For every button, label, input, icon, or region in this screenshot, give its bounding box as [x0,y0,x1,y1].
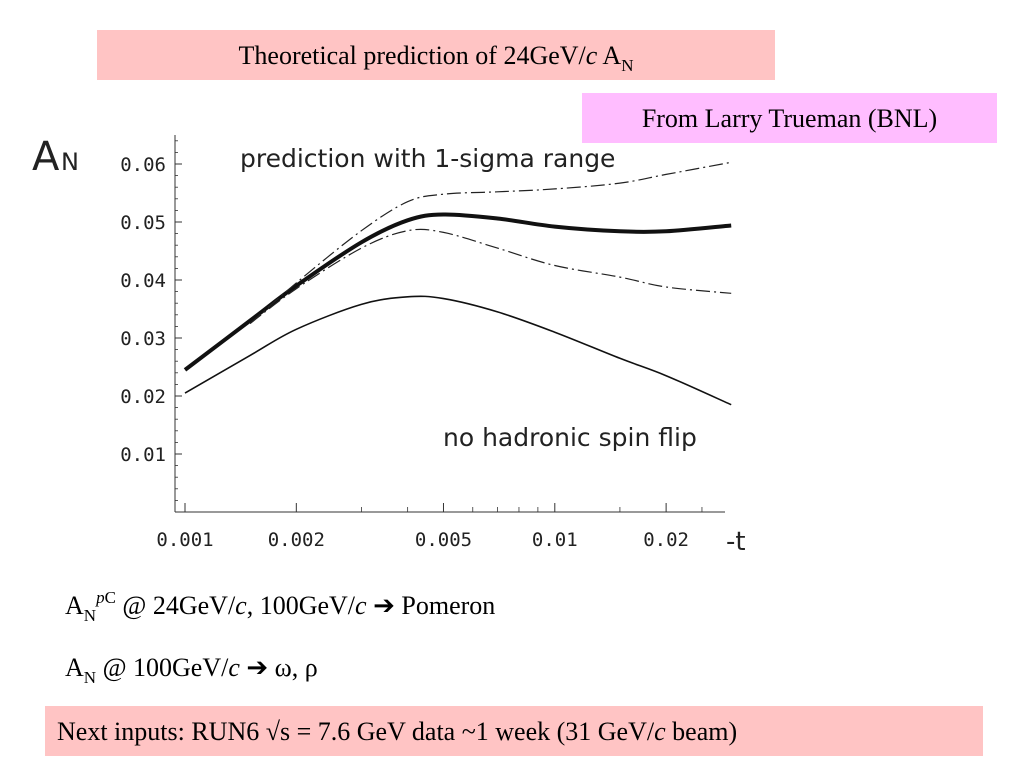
y-tick-label: 0.05 [120,212,166,234]
slide-title: Theoretical prediction of 24GeV/c AN [97,30,775,80]
next-inputs-text1: Next inputs: RUN6 √s = 7.6 GeV data ~1 w… [57,717,655,746]
line2-c1: c [228,653,240,682]
y-tick-label: 0.02 [120,386,166,408]
y-axis-label-a: A [32,134,60,180]
next-inputs-c: c [654,717,666,746]
x-axis-label: -t [726,527,746,557]
annotation-prediction: prediction with 1-sigma range [240,144,615,173]
arrow-icon: ➔ [366,591,402,620]
next-inputs-box: Next inputs: RUN6 √s = 7.6 GeV data ~1 w… [45,706,983,756]
line1-text2: , 100GeV/ [246,591,356,620]
arrow-icon: ➔ [239,653,275,682]
line1-c1: c [235,591,247,620]
annotation-no-spin-flip: no hadronic spin flip [443,423,697,452]
line2-a-sub: N [83,668,97,687]
line1-sup-p: p [96,588,105,607]
y-tick-label: 0.03 [120,328,166,350]
title-text: Theoretical prediction of 24GeV/ [238,41,586,70]
x-tick-label: 0.002 [268,529,325,551]
line2-a: A [65,653,84,682]
line1-a-sub: N [83,606,97,625]
line1-sup-c: C [104,588,116,607]
line1-c2: c [355,591,367,620]
line1-text1: @ 24GeV/ [115,591,236,620]
title-italic-c: c [585,41,598,70]
title-an-subscript: N [621,56,634,75]
next-inputs-text2: beam) [665,717,738,746]
line1-a: A [65,591,84,620]
x-tick-label: 0.02 [643,529,689,551]
series-layer [183,161,732,406]
series-prediction [183,212,732,372]
line1-text3: Pomeron [401,591,496,620]
line-an-pc: ANpC @ 24GeV/c, 100GeV/c ➔ Pomeron [65,588,495,626]
y-tick-label: 0.04 [120,270,166,292]
x-tick-label: 0.005 [415,529,472,551]
axes: 0.01 0.02 0.03 0.04 0.05 0.06 0.001 0.002 0.005 0… [120,135,725,551]
title-an: A [602,41,622,70]
y-axis-label: A N [32,134,79,180]
an-vs-t-chart: A N -t prediction with 1-sigma range no … [32,134,746,557]
line2-text1: @ 100GeV/ [96,653,229,682]
series-lower [249,228,732,324]
y-tick-label: 0.01 [120,444,166,466]
series-upper [249,161,732,324]
credit-label: From Larry Trueman (BNL) [582,93,997,143]
y-tick-label: 0.06 [120,154,166,176]
x-tick-label: 0.01 [532,529,578,551]
y-axis-label-n: N [61,148,79,176]
x-tick-label: 0.001 [156,529,213,551]
line2-text2: ω, ρ [274,653,318,682]
series-no_hadronic_spin_flip [184,295,732,406]
line-an-100gev: AN @ 100GeV/c ➔ ω, ρ [65,653,318,688]
